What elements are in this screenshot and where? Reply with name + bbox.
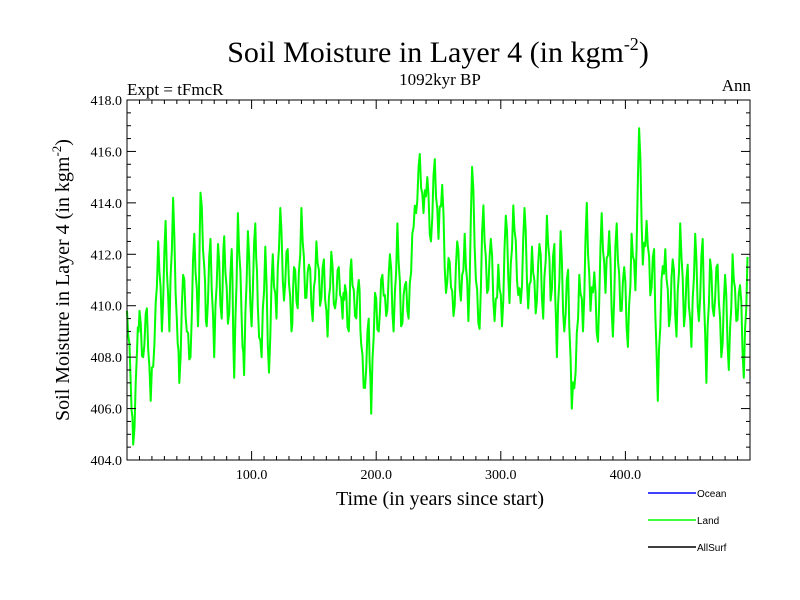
legend: Ocean Land AllSurf — [648, 489, 727, 554]
y-tick-label: 418.0 — [91, 94, 123, 109]
x-tick-label: 200.0 — [360, 468, 392, 483]
y-tick-label: 416.0 — [91, 145, 123, 160]
y-axis-label: Soil Moisture in Layer 4 (in kgm-2) — [49, 139, 74, 421]
subtitle-right: Ann — [722, 76, 752, 95]
legend-label-allsurf: AllSurf — [697, 543, 727, 554]
legend-label-ocean: Ocean — [697, 489, 726, 500]
legend-label-land: Land — [697, 516, 719, 527]
plot-area: 100.0 200.0 300.0 400.0 404.0 406.0 408.0 410.0… — [91, 94, 751, 483]
y-tick-label: 412.0 — [91, 248, 123, 263]
chart-title: Soil Moisture in Layer 4 (in kgm-2) — [227, 34, 649, 69]
x-tick-label: 100.0 — [236, 468, 268, 483]
subtitle-center: 1092kyr BP — [399, 70, 481, 89]
subtitle-left: Expt = tFmcR — [127, 80, 224, 99]
y-tick-label: 406.0 — [91, 403, 123, 418]
y-tick-label: 408.0 — [91, 351, 123, 366]
y-tick-label: 410.0 — [91, 300, 123, 315]
y-tick-label: 404.0 — [91, 454, 123, 469]
x-tick-label: 300.0 — [485, 468, 517, 483]
x-axis-label: Time (in years since start) — [336, 488, 544, 510]
series-line-land — [126, 127, 749, 446]
y-tick-label: 414.0 — [91, 197, 123, 212]
x-tick-label: 400.0 — [610, 468, 642, 483]
